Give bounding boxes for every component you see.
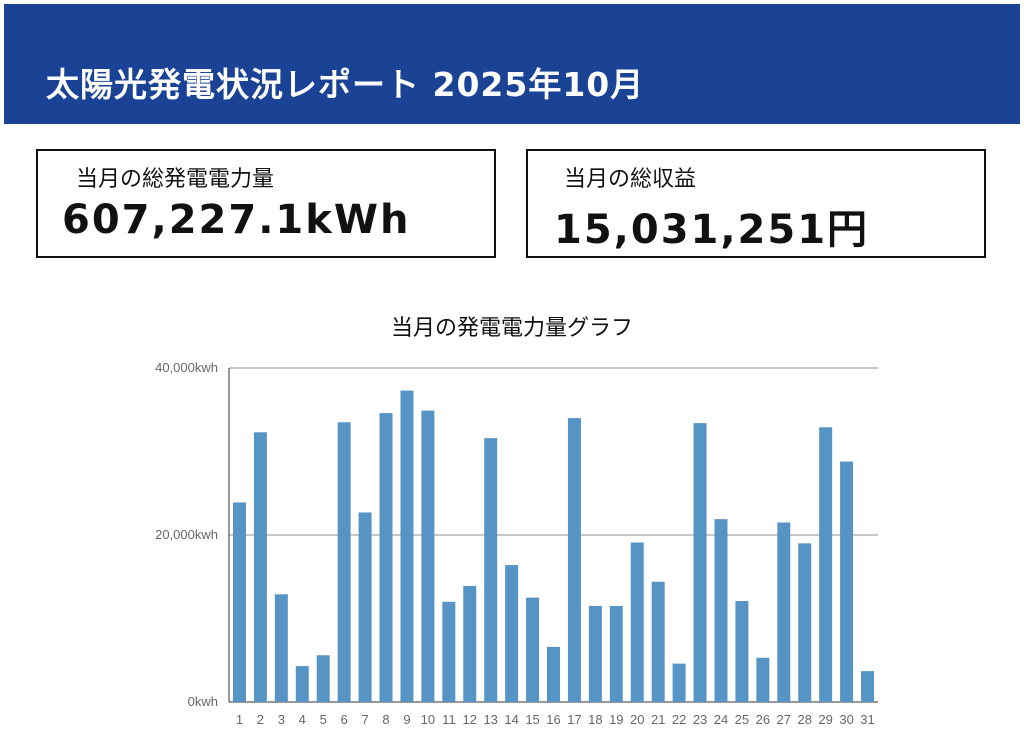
bar-day-9 bbox=[400, 390, 414, 702]
x-tick-label: 8 bbox=[382, 712, 389, 727]
bar-day-18 bbox=[588, 605, 602, 702]
x-tick-label: 26 bbox=[756, 712, 770, 727]
x-tick-label: 17 bbox=[567, 712, 581, 727]
total-revenue-label: 当月の総収益 bbox=[564, 167, 697, 192]
bar-day-24 bbox=[714, 519, 728, 702]
x-tick-label: 11 bbox=[442, 712, 456, 727]
bar-day-16 bbox=[547, 646, 560, 702]
x-tick-label: 28 bbox=[797, 712, 811, 727]
bar-day-11 bbox=[442, 601, 456, 702]
x-tick-label: 1 bbox=[236, 712, 243, 727]
x-tick-label: 16 bbox=[546, 712, 560, 727]
bar-day-26 bbox=[756, 657, 770, 702]
bar-day-8 bbox=[379, 413, 393, 702]
bar-day-27 bbox=[777, 522, 791, 702]
bar-day-14 bbox=[505, 565, 519, 702]
x-tick-label: 20 bbox=[630, 712, 644, 727]
x-tick-label: 19 bbox=[609, 712, 623, 727]
bar-day-30 bbox=[840, 461, 854, 702]
x-tick-label: 5 bbox=[320, 712, 327, 727]
x-tick-label: 23 bbox=[693, 712, 707, 727]
total-power-card: 当月の総発電電力量 607,227.1kWh bbox=[36, 149, 496, 258]
x-tick-label: 21 bbox=[651, 712, 665, 727]
bar-day-25 bbox=[735, 600, 749, 702]
y-tick-label: 20,000kwh bbox=[155, 527, 218, 542]
bar-day-4 bbox=[295, 666, 309, 702]
bar-day-15 bbox=[526, 597, 540, 702]
y-tick-label: 40,000kwh bbox=[155, 360, 218, 375]
x-tick-label: 18 bbox=[588, 712, 602, 727]
bar-day-1 bbox=[232, 502, 246, 702]
bar-day-13 bbox=[484, 438, 498, 702]
x-tick-label: 3 bbox=[278, 712, 285, 727]
total-power-value: 607,227.1kWh bbox=[62, 197, 411, 243]
x-tick-label: 10 bbox=[421, 712, 435, 727]
chart-title: 当月の発電電力量グラフ bbox=[390, 316, 633, 341]
x-tick-label: 12 bbox=[463, 712, 477, 727]
x-tick-label: 2 bbox=[257, 712, 264, 727]
x-tick-label: 25 bbox=[735, 712, 749, 727]
report-title: 太陽光発電状況レポート 2025年10月 bbox=[46, 65, 645, 104]
bar-day-19 bbox=[609, 605, 623, 702]
bar-day-6 bbox=[337, 422, 351, 702]
x-tick-label: 31 bbox=[860, 712, 874, 727]
bar-day-7 bbox=[358, 512, 372, 702]
bar-day-22 bbox=[672, 663, 686, 702]
report-header: 太陽光発電状況レポート 2025年10月 bbox=[4, 4, 1020, 124]
bar-day-12 bbox=[463, 585, 477, 702]
bar-day-2 bbox=[253, 432, 267, 702]
x-tick-label: 7 bbox=[361, 712, 368, 727]
y-tick-label: 0kwh bbox=[188, 694, 218, 709]
total-revenue-card: 当月の総収益 15,031,251円 bbox=[526, 149, 986, 258]
bar-day-17 bbox=[567, 418, 581, 702]
x-tick-label: 29 bbox=[818, 712, 832, 727]
bar-day-10 bbox=[421, 410, 435, 702]
bar-day-20 bbox=[630, 542, 644, 702]
total-revenue-value: 15,031,251円 bbox=[554, 207, 870, 253]
bar-day-5 bbox=[316, 655, 330, 702]
x-tick-label: 24 bbox=[714, 712, 728, 727]
x-tick-label: 6 bbox=[341, 712, 348, 727]
x-tick-label: 13 bbox=[483, 712, 497, 727]
bar-day-31 bbox=[861, 671, 875, 702]
total-power-label: 当月の総発電電力量 bbox=[76, 167, 275, 192]
bar-day-3 bbox=[274, 594, 288, 702]
x-tick-label: 4 bbox=[299, 712, 306, 727]
x-tick-label: 9 bbox=[403, 712, 410, 727]
x-tick-label: 22 bbox=[672, 712, 686, 727]
x-tick-label: 27 bbox=[777, 712, 791, 727]
bar-day-21 bbox=[651, 581, 665, 702]
x-tick-label: 15 bbox=[525, 712, 539, 727]
x-tick-label: 30 bbox=[839, 712, 853, 727]
bar-day-28 bbox=[798, 543, 812, 702]
x-tick-label: 14 bbox=[504, 712, 518, 727]
bar-day-29 bbox=[819, 427, 833, 702]
bar-day-23 bbox=[693, 423, 707, 702]
